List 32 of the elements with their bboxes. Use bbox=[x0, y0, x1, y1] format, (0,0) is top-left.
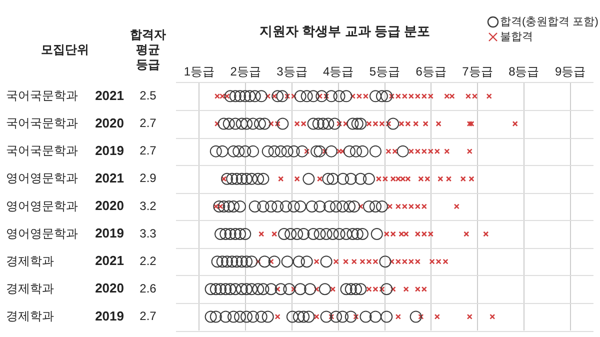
x-tick-label: 3등급 bbox=[276, 64, 308, 79]
legend-label: 합격(충원합격 포함) bbox=[500, 16, 598, 28]
x-tick-label: 8등급 bbox=[508, 64, 540, 79]
category-label: 국어국문학과 2021 bbox=[6, 88, 124, 103]
text: 2.7 bbox=[140, 309, 157, 324]
text: 2.2 bbox=[140, 254, 157, 268]
text: 2.5 bbox=[140, 88, 157, 102]
category-label: 영어영문학과 2020 bbox=[6, 198, 124, 214]
x-tick-label: 4등급 bbox=[323, 64, 354, 79]
category-label: 영어영문학과 2019 bbox=[6, 226, 124, 241]
category-label: 경제학과 2019 bbox=[6, 308, 124, 324]
x-tick-label: 1등급 bbox=[184, 64, 215, 79]
text: 합격자 평균 등급 bbox=[130, 27, 166, 72]
text: 3.3 bbox=[140, 226, 157, 240]
category-label: 경제학과 2021 bbox=[6, 253, 124, 268]
x-tick-label: 6등급 bbox=[416, 64, 446, 79]
text: 2.7 bbox=[140, 116, 157, 130]
text: 2.9 bbox=[140, 171, 157, 186]
category-label: 국어국문학과 2019 bbox=[6, 142, 124, 158]
x-tick-label: 9등급 bbox=[554, 64, 586, 79]
chart-title: 지원자 학생부 교과 등급 분포 bbox=[260, 24, 430, 39]
category-label: 영어영문학과 2021 bbox=[6, 170, 124, 186]
category-label: 경제학과 2020 bbox=[6, 280, 124, 296]
text: 2.6 bbox=[140, 281, 157, 296]
x-tick-label: 2등급 bbox=[230, 64, 261, 79]
x-tick-label: 5등급 bbox=[369, 64, 400, 79]
legend-label: 불합격 bbox=[500, 31, 533, 44]
x-tick-label: 7등급 bbox=[462, 64, 493, 79]
text: 3.2 bbox=[140, 198, 157, 213]
text: 모집단위 bbox=[41, 42, 89, 56]
text: 2.7 bbox=[140, 144, 157, 158]
category-label: 국어국문학과 2020 bbox=[6, 115, 124, 130]
